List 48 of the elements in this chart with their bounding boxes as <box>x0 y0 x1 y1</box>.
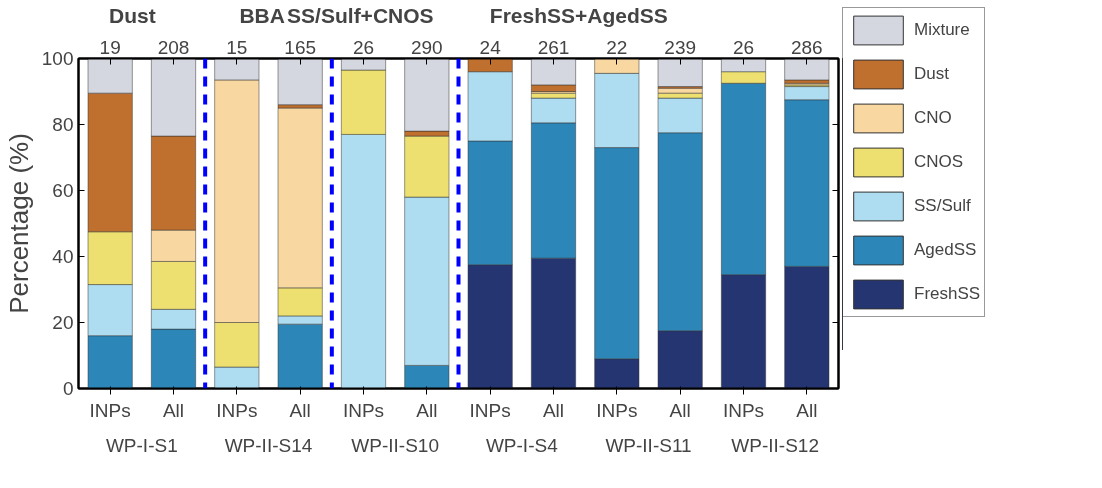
text: 286 <box>790 36 823 58</box>
text: 26 <box>352 36 375 58</box>
x-tick-label: All <box>289 399 311 421</box>
x-tick-label: INPs <box>596 399 638 421</box>
x-tick-label: All <box>162 399 185 421</box>
legend-label: FreshSS <box>914 283 981 304</box>
x-tick-label: INPs <box>89 399 131 421</box>
x-tick-label: All <box>796 399 818 421</box>
legend-label: SS/Sulf <box>914 195 971 216</box>
y-tick-label: 40 <box>52 246 74 267</box>
text: FreshSS+AgedSS <box>489 3 668 27</box>
y-tick-label: 80 <box>52 114 74 135</box>
y-tick-label: 0 <box>62 378 74 399</box>
x-tick-label: INPs <box>469 399 511 421</box>
legend-label: AgedSS <box>914 239 977 260</box>
y-tick-label: 100 <box>41 48 74 69</box>
text: 22 <box>606 36 628 58</box>
legend-label: Mixture <box>914 19 970 40</box>
x-tick-label: All <box>416 399 438 421</box>
text: BBA <box>239 3 285 27</box>
text: 239 <box>664 36 697 58</box>
text: WP-II-S11 <box>605 434 692 456</box>
text: Dust <box>109 3 156 27</box>
text: WP-II-S10 <box>351 434 439 456</box>
y-axis-title: Percentage (%) <box>3 133 34 314</box>
text: 165 <box>284 36 317 58</box>
text: 15 <box>226 36 248 58</box>
text: WP-I-S1 <box>105 434 178 456</box>
text: 290 <box>410 36 443 58</box>
text: WP-II-S12 <box>731 434 819 456</box>
text: SS/Sulf+CNOS <box>287 3 434 27</box>
text: WP-II-S14 <box>224 434 313 456</box>
text: 24 <box>479 36 502 58</box>
text: WP-I-S4 <box>485 434 559 456</box>
text: 208 <box>157 36 190 58</box>
text: 26 <box>732 36 755 58</box>
legend-label: CNO <box>914 107 952 128</box>
x-tick-label: All <box>542 399 565 421</box>
x-tick-label: INPs <box>342 399 385 421</box>
legend-label: Dust <box>914 63 949 84</box>
text: 19 <box>99 36 121 58</box>
x-tick-label: INPs <box>722 399 765 421</box>
text: 261 <box>537 36 570 58</box>
x-tick-label: All <box>669 399 691 421</box>
y-tick-label: 60 <box>52 180 74 201</box>
legend-label: CNOS <box>914 151 964 172</box>
x-tick-label: INPs <box>216 399 258 421</box>
y-tick-label: 20 <box>52 312 74 333</box>
